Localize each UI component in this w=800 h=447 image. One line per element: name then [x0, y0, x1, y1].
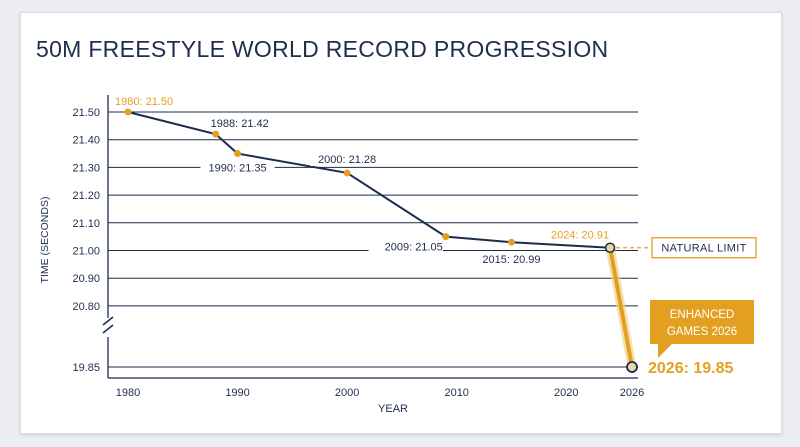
- y-tick-label: 20.90: [72, 273, 100, 285]
- enhanced-callout-line1: ENHANCED: [670, 309, 735, 321]
- data-label-bg: [207, 117, 282, 131]
- axis-break-mark: [102, 324, 114, 334]
- y-tick-label: 21.30: [72, 162, 100, 174]
- y-tick-label: 21.00: [72, 246, 100, 258]
- data-label: 1988: 21.42: [211, 118, 269, 130]
- natural-limit-label: NATURAL LIMIT: [661, 243, 746, 255]
- y-tick-label: 21.20: [72, 190, 100, 202]
- y-tick-label: 21.50: [72, 107, 100, 119]
- series-line-historical: [127, 111, 611, 249]
- x-tick-label: 2020: [554, 387, 578, 399]
- y-tick-label: 21.10: [72, 218, 100, 230]
- x-tick-label: 2000: [335, 387, 359, 399]
- data-point: [124, 108, 132, 116]
- data-label: 2000: 21.28: [318, 154, 376, 166]
- data-label: 1990: 21.35: [209, 163, 267, 175]
- data-point: [442, 233, 450, 241]
- y-axis-title: TIME (SECONDS): [39, 197, 51, 284]
- data-label-bg: [368, 240, 443, 254]
- enhanced-callout-pointer: [658, 344, 672, 358]
- chart-title: 50M FREESTYLE WORLD RECORD PROGRESSION: [36, 36, 609, 62]
- data-point-2026: [626, 361, 638, 373]
- data-point: [604, 242, 616, 253]
- data-label: 1980: 21.50: [115, 96, 173, 108]
- enhanced-callout-box: [650, 300, 754, 344]
- enhanced-callout-line2: GAMES 2026: [667, 326, 737, 338]
- y-tick-label: 21.40: [72, 135, 100, 147]
- x-tick-label: 2010: [444, 387, 468, 399]
- x-tick-label: 1990: [225, 387, 249, 399]
- x-axis-title: YEAR: [378, 403, 408, 415]
- data-label: 2024: 20.91: [551, 230, 609, 242]
- data-label-bg: [310, 152, 385, 166]
- x-tick-label: 2026: [620, 387, 644, 399]
- y-tick-label: 20.80: [72, 301, 100, 313]
- data-label: 2015: 20.99: [482, 254, 540, 266]
- data-label-2026: 2026: 19.85: [648, 360, 734, 377]
- data-point: [234, 150, 242, 158]
- series-line-enhanced: [608, 245, 634, 369]
- natural-limit-box: [651, 237, 757, 259]
- data-label: 2009: 21.05: [385, 242, 443, 254]
- data-label-bg: [200, 161, 275, 175]
- x-tick-label: 1980: [116, 387, 140, 399]
- data-point: [343, 169, 351, 177]
- data-point: [212, 130, 220, 138]
- data-point: [507, 238, 515, 246]
- axis-break-mark: [102, 316, 114, 326]
- data-label-bg: [474, 253, 549, 267]
- y-tick-label: 19.85: [72, 362, 100, 374]
